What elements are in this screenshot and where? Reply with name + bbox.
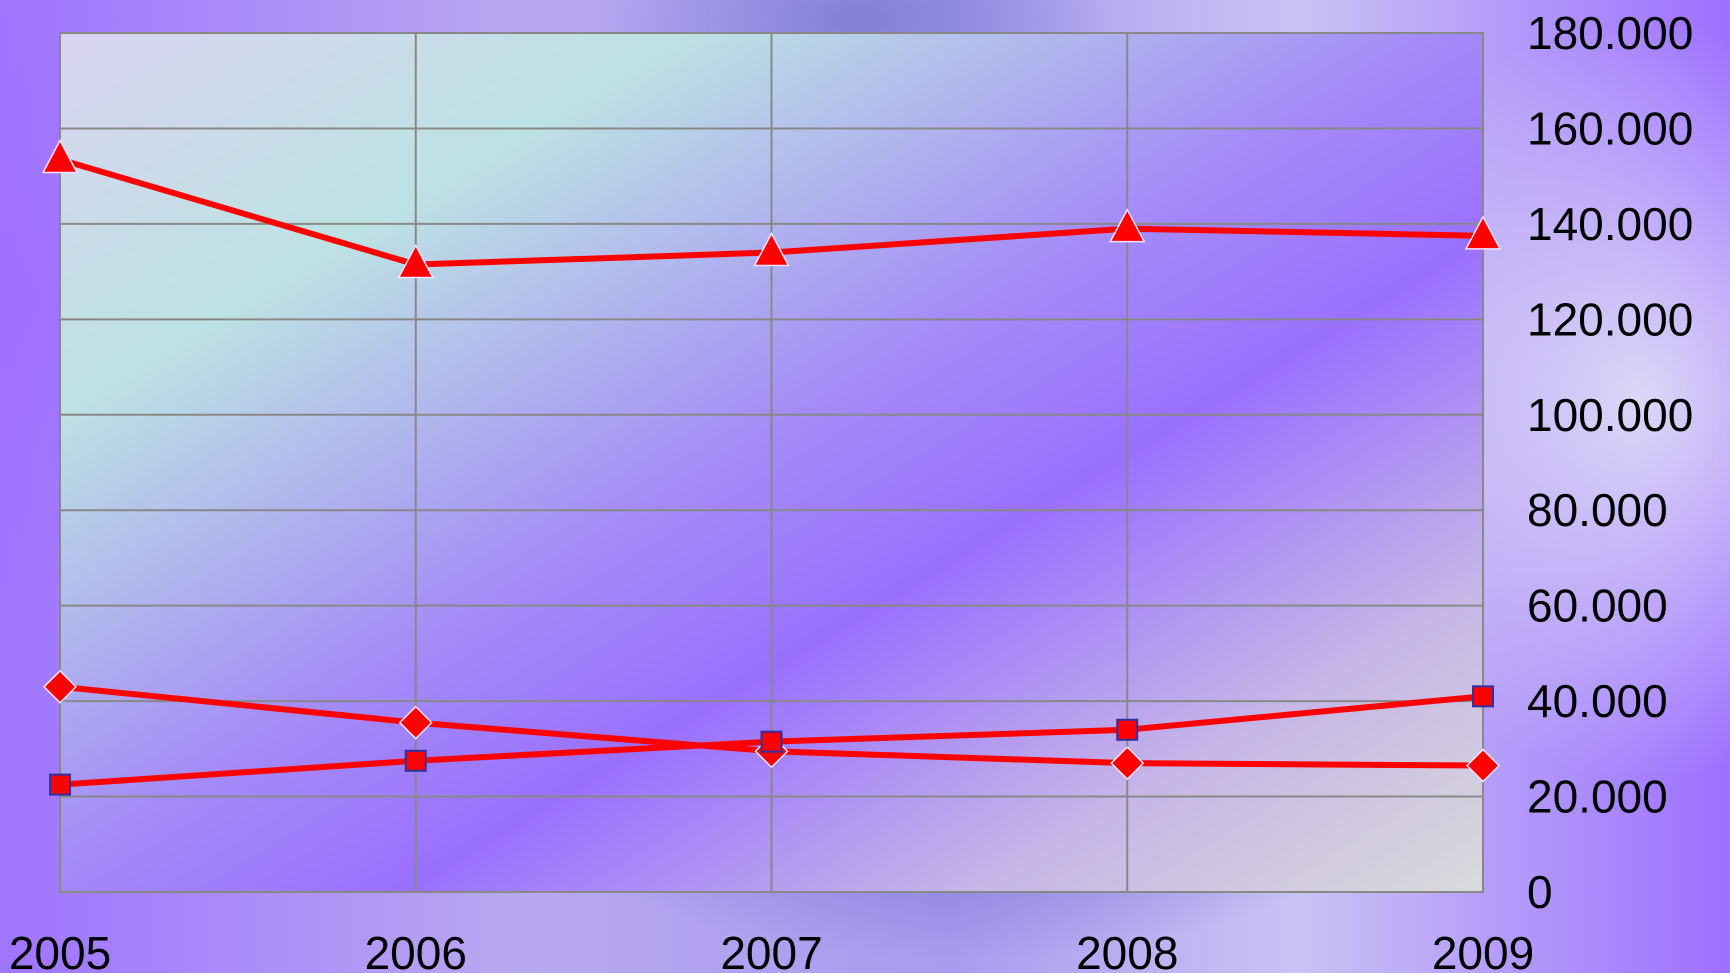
- square-marker: [1116, 718, 1139, 741]
- y-tick-label: 160.000: [1527, 102, 1693, 154]
- triangle-marker: [397, 243, 434, 279]
- y-tick-label: 0: [1527, 866, 1553, 918]
- y-tick-label: 40.000: [1527, 675, 1668, 727]
- x-axis-labels: 2005 2006 2007 2008 2009: [9, 927, 1534, 973]
- y-tick-label: 120.000: [1527, 293, 1693, 345]
- y-tick-label: 180.000: [1527, 7, 1693, 59]
- y-tick-label: 100.000: [1527, 389, 1693, 441]
- x-tick-label: 2008: [1076, 927, 1178, 973]
- square-marker: [1472, 685, 1494, 708]
- x-tick-label: 2006: [365, 927, 467, 973]
- x-tick-label: 2007: [720, 927, 822, 973]
- y-tick-label: 140.000: [1527, 198, 1693, 250]
- square-marker: [49, 773, 71, 796]
- x-tick-label: 2005: [9, 927, 111, 973]
- y-tick-label: 80.000: [1527, 484, 1668, 536]
- diamond-marker: [42, 669, 78, 704]
- y-axis-labels: 0 20.000 40.000 60.000 80.000 100.000 120.000 1…: [1527, 7, 1693, 918]
- square-marker: [404, 749, 427, 772]
- y-tick-label: 60.000: [1527, 580, 1668, 632]
- y-tick-label: 20.000: [1527, 771, 1668, 823]
- triangle-marker: [41, 138, 79, 174]
- diamond-marker: [1465, 748, 1501, 783]
- triangle-marker: [753, 231, 790, 267]
- series-markers: [41, 138, 1502, 796]
- square-marker: [760, 730, 783, 753]
- diamond-marker: [398, 705, 433, 740]
- triangle-marker: [1109, 208, 1146, 243]
- gridlines: [59, 32, 1484, 893]
- triangle-marker: [1464, 215, 1502, 250]
- diamond-marker: [1110, 746, 1145, 781]
- x-tick-label: 2009: [1432, 927, 1534, 973]
